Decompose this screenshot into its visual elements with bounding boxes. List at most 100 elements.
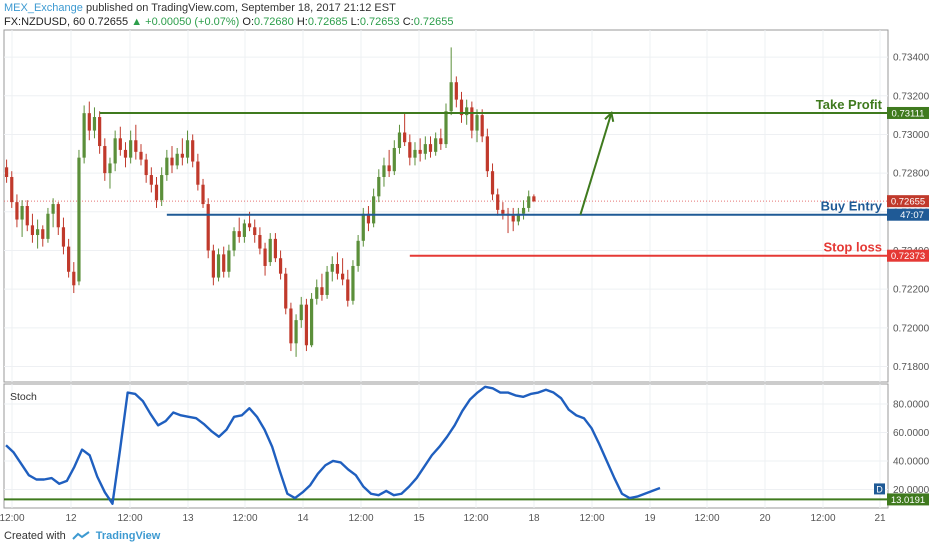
change-up-icon: ▲	[131, 16, 143, 28]
candle-body	[98, 117, 102, 147]
candle-body	[56, 204, 60, 228]
candle-body	[72, 271, 76, 286]
candle-body	[408, 142, 412, 158]
candle-body	[341, 273, 345, 280]
candle-body	[4, 167, 9, 177]
x-tick-label: 21	[874, 513, 886, 524]
candle-body	[449, 82, 453, 112]
projection-arrowhead	[604, 110, 615, 122]
candle-body	[496, 194, 500, 210]
candle-body	[289, 308, 293, 344]
candle-body	[351, 265, 355, 301]
candle-body	[253, 227, 257, 236]
candle-body	[191, 140, 195, 162]
candle-body	[418, 149, 422, 154]
low-value: 0.72653	[359, 16, 400, 28]
candle-body	[139, 151, 143, 160]
candle-body	[154, 184, 159, 201]
price-tick-label: 0.73000	[893, 130, 930, 141]
published-info: published on TradingView.com, September …	[85, 2, 396, 14]
candle-body	[160, 175, 164, 201]
symbol-label: FX:NZDUSD, 60	[4, 16, 86, 28]
price-tick-label: 0.73400	[893, 53, 930, 64]
candle-body	[35, 229, 40, 236]
stoch-pane-frame	[3, 383, 889, 509]
x-tick-label: 12:00	[0, 513, 25, 524]
candle-body	[428, 144, 433, 152]
price-tick-label: 0.72000	[893, 323, 930, 334]
candle-body	[258, 235, 262, 249]
tradingview-brand[interactable]: TradingView	[95, 530, 161, 542]
candle-body	[501, 209, 505, 214]
candle-body	[480, 115, 484, 137]
candle-body	[149, 175, 153, 185]
candle-body	[242, 223, 246, 237]
last-price-badge	[887, 195, 929, 208]
candle-body	[516, 213, 520, 222]
candle-body	[366, 213, 371, 224]
candle-body	[134, 140, 138, 152]
candle-body	[103, 146, 107, 174]
chart-header: MEX_Exchange published on TradingView.co…	[4, 1, 453, 29]
candle-body	[335, 264, 340, 274]
candle-body	[434, 138, 438, 152]
candle-body	[382, 165, 386, 177]
candle-body	[527, 196, 531, 208]
candle-body	[320, 287, 324, 295]
candle-body	[284, 273, 288, 309]
stoch-title: Stoch	[10, 391, 37, 403]
projection-arrow-line	[579, 112, 613, 215]
candle-body	[51, 204, 55, 214]
candle-body	[387, 165, 391, 172]
stoch-tick-label: 20.0000	[893, 485, 930, 496]
x-tick-label: 12:00	[463, 513, 488, 524]
candle-body	[403, 132, 407, 143]
candle-body	[30, 225, 35, 236]
x-tick-label: 12	[65, 513, 77, 524]
candle-body	[532, 196, 536, 202]
stoch-marker-badge	[874, 483, 885, 495]
candle-body	[118, 138, 122, 150]
price-tick-label: 0.72800	[893, 169, 930, 180]
last-price-badge-text: 0.72655	[891, 197, 925, 208]
candle-body	[41, 229, 45, 239]
author-name[interactable]: MEX_Exchange	[4, 2, 83, 14]
candle-body	[232, 231, 236, 251]
candle-body	[459, 99, 464, 116]
candle-body	[346, 279, 350, 301]
candle-body	[247, 223, 252, 228]
candle-body	[444, 111, 448, 145]
high-label: H:	[296, 16, 308, 28]
candle-body	[356, 240, 360, 266]
candle-body	[227, 250, 231, 272]
x-tick-label: 19	[644, 513, 656, 524]
x-tick-label: 18	[528, 513, 540, 524]
candle-body	[511, 215, 515, 222]
take-profit-label: Take Profit	[816, 97, 883, 112]
candle-body	[113, 138, 117, 164]
price-tick-label: 0.71800	[893, 362, 930, 373]
x-tick-label: 12:00	[694, 513, 719, 524]
high-value: 0.72685	[307, 16, 348, 28]
x-tick-label: 12:00	[348, 513, 373, 524]
candle-body	[180, 153, 184, 158]
candle-body	[304, 304, 309, 346]
price-tick-label: 0.73200	[893, 91, 930, 102]
candle-body	[485, 136, 489, 172]
candle-body	[273, 238, 278, 259]
candle-body	[268, 238, 272, 263]
candle-body	[372, 196, 376, 224]
low-label: L:	[350, 16, 360, 28]
candle-body	[10, 176, 14, 203]
buy-entry-label: Buy Entry	[821, 199, 883, 214]
candle-body	[299, 304, 303, 321]
candle-body	[294, 320, 298, 344]
candle-body	[465, 107, 469, 116]
candle-body	[392, 147, 396, 172]
candle-body	[361, 213, 365, 241]
candle-body	[185, 140, 190, 158]
candle-body	[237, 231, 241, 237]
candle-body	[20, 206, 24, 220]
x-tick-label: 12:00	[232, 513, 257, 524]
